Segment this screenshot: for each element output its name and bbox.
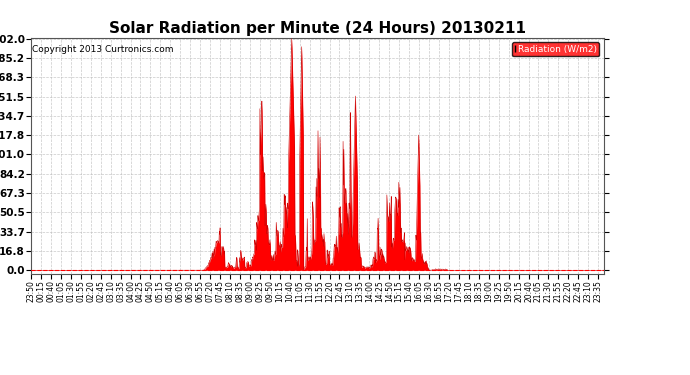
Text: Copyright 2013 Curtronics.com: Copyright 2013 Curtronics.com [32, 45, 174, 54]
Title: Solar Radiation per Minute (24 Hours) 20130211: Solar Radiation per Minute (24 Hours) 20… [109, 21, 526, 36]
Legend: Radiation (W/m2): Radiation (W/m2) [512, 42, 599, 56]
